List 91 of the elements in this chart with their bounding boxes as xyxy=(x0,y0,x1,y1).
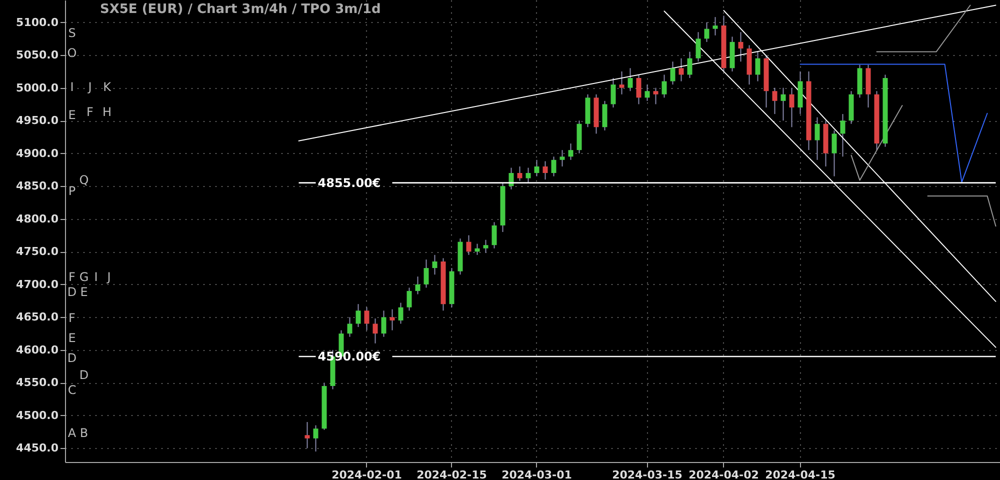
annotation: I xyxy=(70,80,74,94)
candlestick xyxy=(568,143,574,160)
y-tick-label: 4450.0 xyxy=(16,442,59,455)
candlestick xyxy=(602,100,608,131)
candlestick xyxy=(398,302,404,324)
candlestick xyxy=(517,166,522,182)
candlestick xyxy=(704,22,710,42)
annotation: F xyxy=(86,105,94,119)
y-tick-label: 5050.0 xyxy=(16,48,59,62)
y-tick-label: 4900.0 xyxy=(16,146,59,160)
annotation: E xyxy=(80,285,88,299)
candlestick xyxy=(406,287,412,312)
candlestick xyxy=(542,160,548,180)
candlestick xyxy=(492,222,497,249)
candlestick xyxy=(534,159,540,177)
annotation: E xyxy=(68,108,76,122)
chart-title: SX5E (EUR) / Chart 3m/4h / TPO 3m/1d xyxy=(100,2,381,17)
annotation: I xyxy=(94,270,98,284)
candlestick xyxy=(381,310,386,338)
annotation: S xyxy=(68,26,76,40)
candlestick xyxy=(755,51,760,82)
candlestick xyxy=(313,424,318,452)
annotation: J xyxy=(87,80,92,94)
candlestick xyxy=(424,259,429,288)
candlestick xyxy=(670,61,676,86)
annotation: F xyxy=(68,311,76,325)
candlestick xyxy=(662,74,667,98)
candlestick xyxy=(840,114,846,158)
candlestick xyxy=(610,77,616,108)
candlestick xyxy=(628,68,633,92)
candlestick xyxy=(678,58,684,82)
candlestick xyxy=(738,32,744,62)
candlestick xyxy=(364,306,370,331)
candlestick xyxy=(772,87,778,115)
x-tick-label: 2024-02-01 xyxy=(332,468,402,480)
candlestick xyxy=(483,239,488,254)
annotation: D xyxy=(79,368,89,382)
annotation: K xyxy=(103,80,112,94)
annotation: D xyxy=(67,285,77,299)
candlestick xyxy=(636,74,642,105)
annotation: H xyxy=(102,105,112,119)
annotation: D xyxy=(67,351,77,365)
y-tick-label: 5100.0 xyxy=(16,16,59,29)
candlestick xyxy=(780,87,786,122)
candlestick xyxy=(789,87,794,128)
candlestick xyxy=(390,308,395,331)
annotation: B xyxy=(80,426,88,440)
annotation: F xyxy=(68,270,76,284)
y-tick-label: 5000.0 xyxy=(16,81,59,94)
candlestick xyxy=(432,254,438,276)
candlestick xyxy=(356,304,361,328)
candlestick xyxy=(619,70,624,95)
annotation: G xyxy=(79,270,89,284)
annotation: J xyxy=(106,270,111,284)
candlestick xyxy=(551,156,556,177)
y-tick-label: 4650.0 xyxy=(16,310,59,324)
annotation: E xyxy=(68,331,76,345)
annotation: P xyxy=(68,184,76,198)
annotation: C xyxy=(68,383,76,397)
candlestick xyxy=(526,167,531,184)
candlestick xyxy=(687,51,692,78)
candlestick xyxy=(372,318,378,344)
candlestick xyxy=(712,16,718,36)
y-tick-label: 4800.0 xyxy=(16,212,59,226)
x-tick-label: 2024-03-15 xyxy=(612,468,682,480)
candlestick xyxy=(832,130,837,177)
y-tick-label: 4550.0 xyxy=(16,376,59,390)
candlestick xyxy=(347,316,352,338)
y-tick-label: 4500.0 xyxy=(16,408,59,422)
candlestick xyxy=(474,243,480,256)
candlestick xyxy=(644,84,650,102)
x-tick-label: 2024-04-02 xyxy=(688,468,759,480)
x-tick-label: 2024-02-15 xyxy=(416,468,487,480)
y-tick-label: 4850.0 xyxy=(16,180,59,193)
ref-line-label: 4855.00€ xyxy=(318,176,381,190)
x-tick-label: 2024-03-01 xyxy=(502,468,572,480)
y-tick-label: 4950.0 xyxy=(16,114,59,128)
x-tick-label: 2024-04-15 xyxy=(765,468,836,480)
candlestick xyxy=(696,32,701,62)
candlestick xyxy=(560,150,565,167)
annotation: O xyxy=(67,46,77,60)
y-tick-label: 4700.0 xyxy=(16,278,59,291)
annotation: Q xyxy=(79,173,89,187)
candlestick xyxy=(653,87,658,105)
y-tick-label: 4750.0 xyxy=(16,245,59,258)
annotation: A xyxy=(68,426,77,440)
y-tick-label: 4600.0 xyxy=(16,343,59,356)
candlestick xyxy=(814,116,820,160)
candlestick xyxy=(304,422,310,449)
candlestick xyxy=(466,234,472,256)
candlestick xyxy=(415,276,420,295)
